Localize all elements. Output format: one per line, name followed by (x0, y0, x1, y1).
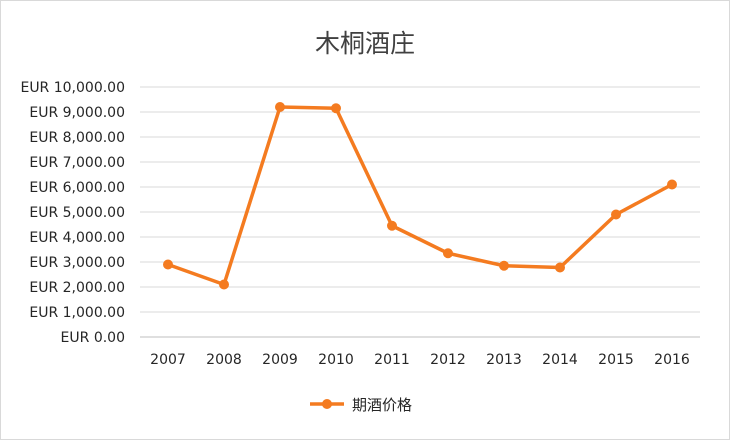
legend-label-series-1: 期酒价格 (352, 396, 412, 414)
data-point-2013 (499, 260, 509, 271)
data-point-2008 (219, 279, 229, 290)
x-tick-label-2008: 2008 (206, 352, 242, 368)
y-tick-label-9: EUR 9,000.00 (29, 105, 125, 121)
gridlines (140, 86, 700, 313)
y-axis-tick-labels: EUR 0.00 EUR 1,000.00 EUR 2,000.00 EUR 3,00… (20, 80, 125, 346)
y-tick-label-4: EUR 4,000.00 (29, 230, 125, 246)
data-point-2010 (331, 103, 341, 114)
data-point-2007 (163, 259, 173, 270)
data-point-2011 (387, 220, 397, 231)
x-tick-label-2015: 2015 (598, 352, 634, 368)
legend: 期酒价格 (310, 396, 412, 414)
y-tick-label-2: EUR 2,000.00 (29, 280, 125, 296)
y-tick-label-7: EUR 7,000.00 (29, 155, 125, 171)
y-tick-label-3: EUR 3,000.00 (29, 255, 125, 271)
data-point-2014 (555, 262, 565, 273)
data-point-2012 (443, 248, 453, 259)
series-line-1 (166, 105, 674, 287)
x-tick-label-2012: 2012 (430, 352, 466, 368)
x-tick-label-2013: 2013 (486, 352, 522, 368)
chart-title: 木桐酒庄 (315, 29, 415, 58)
legend-marker-swatch (322, 399, 332, 409)
x-tick-label-2007: 2007 (150, 352, 186, 368)
data-point-2009 (275, 102, 285, 112)
y-tick-label-5: EUR 5,000.00 (29, 205, 125, 221)
y-tick-label-6: EUR 6,000.00 (29, 180, 125, 196)
x-tick-label-2010: 2010 (318, 352, 354, 368)
data-point-2016 (667, 179, 677, 190)
x-tick-label-2014: 2014 (542, 352, 578, 368)
y-tick-label-1: EUR 1,000.00 (29, 305, 125, 321)
x-tick-label-2011: 2011 (374, 352, 410, 368)
y-tick-label-0: EUR 0.00 (61, 330, 125, 346)
x-axis-tick-labels: 2007 2008 2009 2010 2011 2012 2013 2014 2015 2016 (150, 352, 690, 368)
y-tick-label-10: EUR 10,000.00 (20, 80, 125, 96)
series-layer (163, 102, 677, 290)
y-tick-label-8: EUR 8,000.00 (29, 130, 125, 146)
data-point-2015 (611, 209, 621, 220)
x-tick-label-2016: 2016 (654, 352, 690, 368)
x-tick-label-2009: 2009 (262, 352, 298, 368)
